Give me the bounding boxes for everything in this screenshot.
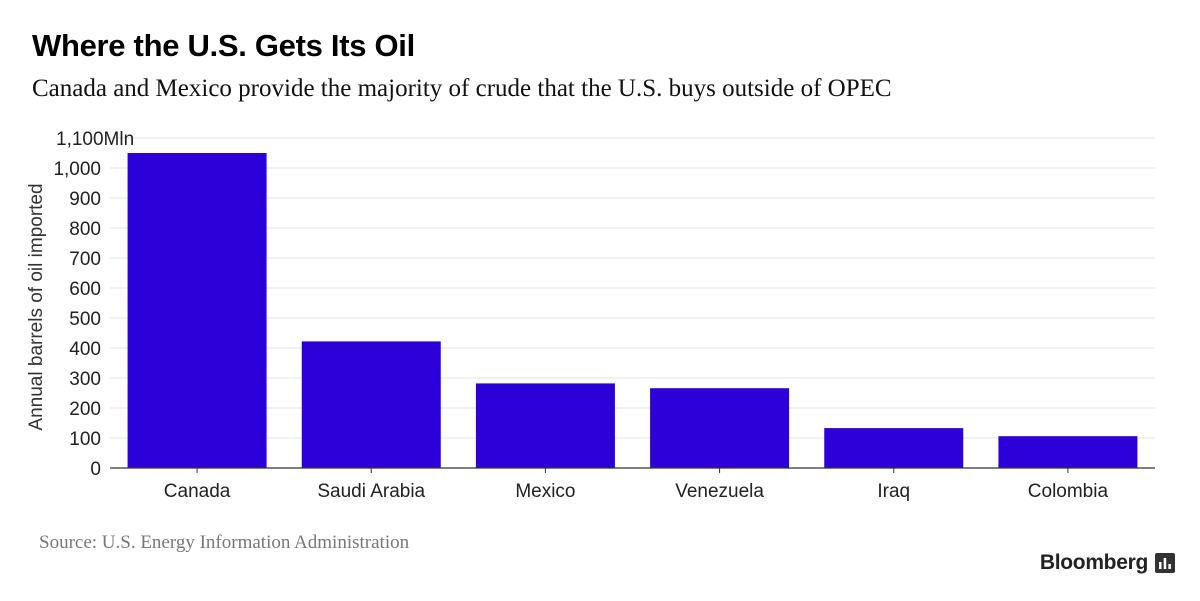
- x-tick-label: Mexico: [515, 481, 575, 502]
- brand-name: Bloomberg: [1039, 551, 1148, 574]
- y-tick-label: 600: [69, 279, 101, 300]
- y-tick-label: 500: [69, 309, 101, 330]
- x-tick-label: Venezuela: [675, 481, 764, 502]
- y-tick-label: 0: [90, 459, 101, 480]
- y-tick-label: 400: [69, 339, 101, 360]
- bar: [301, 341, 441, 468]
- y-tick-label: 900: [69, 189, 101, 210]
- y-tick-label: 1,000: [53, 159, 101, 180]
- y-axis-ticks: 0 100 200 300 400 500 600 700 800 900 1,000 1,100Ml…: [53, 129, 134, 480]
- chart-title: Where the U.S. Gets Its Oil: [32, 28, 415, 63]
- bar: [475, 383, 615, 468]
- bar-chart-icon: [1155, 553, 1175, 573]
- bar: [127, 153, 267, 468]
- y-tick-label: 200: [69, 399, 101, 420]
- y-axis-label: Annual barrels of oil imported: [26, 183, 47, 430]
- x-axis-labels: Canada Saudi Arabia Mexico Venezuela Iraq Col…: [164, 481, 1109, 502]
- x-tick-label: Colombia: [1028, 481, 1109, 502]
- y-tick-label: 300: [69, 369, 101, 390]
- x-tick-label: Canada: [164, 481, 231, 502]
- y-tick-label: 1,100Mln: [56, 129, 134, 150]
- source-note: Source: U.S. Energy Information Administ…: [39, 532, 410, 553]
- y-tick-label: 100: [69, 429, 101, 450]
- bar: [824, 428, 964, 468]
- x-tick-label: Saudi Arabia: [317, 481, 425, 502]
- bar: [650, 388, 790, 468]
- chart-subtitle: Canada and Mexico provide the majority o…: [32, 75, 892, 102]
- x-axis: [110, 467, 1155, 473]
- bars: [127, 153, 1138, 468]
- y-tick-label: 800: [69, 219, 101, 240]
- gridlines: [110, 137, 1155, 439]
- x-tick-label: Iraq: [877, 481, 910, 502]
- bar: [998, 436, 1138, 468]
- y-tick-label: 700: [69, 249, 101, 270]
